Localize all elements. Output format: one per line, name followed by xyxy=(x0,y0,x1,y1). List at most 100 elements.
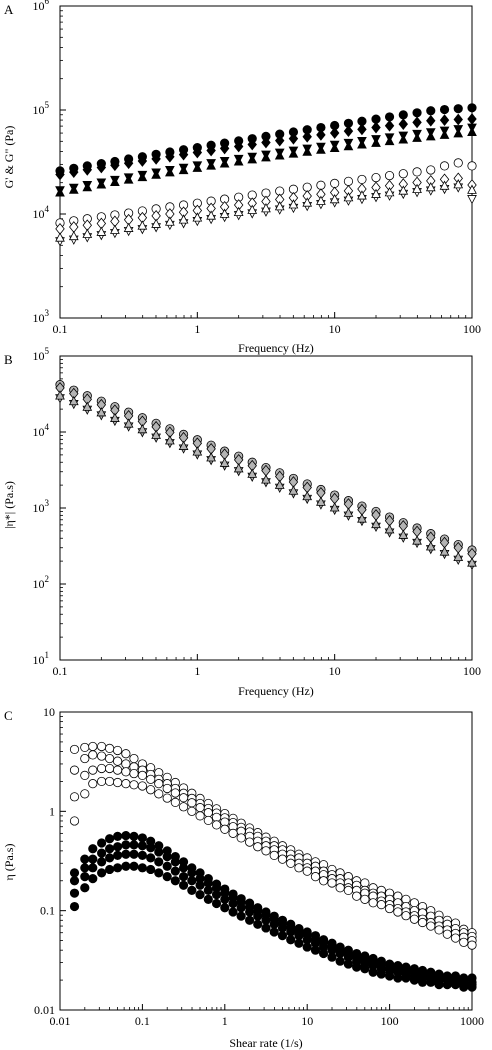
data-point xyxy=(206,452,216,462)
panel-c-y-axis-title: η (Pa.s) xyxy=(2,844,16,881)
data-point xyxy=(253,919,263,929)
data-point xyxy=(206,160,216,170)
data-point xyxy=(269,919,279,929)
data-point xyxy=(467,184,477,194)
data-point xyxy=(412,167,422,177)
data-point xyxy=(203,808,213,818)
data-point xyxy=(97,868,107,878)
data-point xyxy=(129,753,139,764)
panel-c-x-tick-label: 1000 xyxy=(460,1014,484,1028)
data-point xyxy=(69,744,80,755)
data-point xyxy=(121,767,131,777)
data-point xyxy=(162,861,172,871)
data-point xyxy=(398,118,409,130)
data-point xyxy=(206,210,216,220)
data-point xyxy=(467,113,477,125)
data-point xyxy=(453,104,463,114)
data-point xyxy=(401,911,411,921)
panel-c-y-tick-label: 0.01 xyxy=(34,1003,55,1017)
data-point xyxy=(154,847,164,857)
data-point xyxy=(343,140,354,151)
data-point xyxy=(275,134,285,147)
data-point xyxy=(277,854,288,864)
data-point xyxy=(187,798,197,808)
data-point xyxy=(277,923,288,933)
data-point xyxy=(253,842,263,852)
data-point xyxy=(384,187,395,197)
data-point xyxy=(192,212,203,222)
data-point xyxy=(417,977,428,987)
data-point xyxy=(343,125,354,138)
data-point xyxy=(434,925,444,935)
panel-b-series-4 xyxy=(55,390,477,567)
data-point xyxy=(105,864,115,875)
data-point xyxy=(192,146,203,159)
data-point xyxy=(371,137,381,147)
data-point xyxy=(112,863,123,873)
panel-b-y-tick-label: 102 xyxy=(33,574,50,591)
data-point xyxy=(384,524,395,534)
data-point xyxy=(417,917,428,928)
data-point xyxy=(112,765,123,775)
data-point xyxy=(187,868,197,878)
data-point xyxy=(439,180,450,190)
data-point xyxy=(316,496,326,506)
data-point xyxy=(261,203,271,213)
data-point xyxy=(55,390,65,400)
data-point xyxy=(69,868,80,878)
data-point xyxy=(146,864,156,875)
data-point xyxy=(302,490,313,501)
panel-a-x-tick-label: 10 xyxy=(329,322,341,336)
data-point xyxy=(137,863,147,873)
data-point xyxy=(228,898,238,909)
data-point xyxy=(96,407,107,417)
data-point xyxy=(269,850,279,861)
data-point xyxy=(269,927,279,937)
panel-b-x-axis-title: Frequency (Hz) xyxy=(238,684,314,698)
data-point xyxy=(467,557,477,567)
data-point xyxy=(384,971,395,981)
data-point xyxy=(302,866,312,876)
data-point xyxy=(187,876,197,886)
data-point xyxy=(69,816,80,826)
data-point xyxy=(195,803,205,813)
panel-letter-b: B xyxy=(4,352,13,367)
data-point xyxy=(151,169,161,179)
data-point xyxy=(439,114,450,126)
data-point xyxy=(398,110,408,120)
data-point xyxy=(110,412,120,422)
data-point xyxy=(97,776,107,787)
panel-b-x-tick-label: 100 xyxy=(463,664,481,678)
data-point xyxy=(165,435,175,445)
panel-a-x-tick-label: 100 xyxy=(463,322,481,336)
data-point xyxy=(88,863,98,873)
panel-c-y-tick-label: 0.1 xyxy=(40,904,55,918)
data-point xyxy=(459,937,469,947)
data-point xyxy=(357,513,367,523)
data-point xyxy=(467,161,477,171)
panel-a-frame xyxy=(59,5,473,319)
data-point xyxy=(121,849,131,859)
panel-c-x-tick-label: 1 xyxy=(222,1014,228,1028)
data-point xyxy=(398,169,408,179)
panel-b-y-tick-label: 103 xyxy=(33,498,50,515)
data-point xyxy=(112,831,123,841)
data-point xyxy=(69,901,80,912)
data-point xyxy=(69,792,80,802)
data-point xyxy=(211,890,222,900)
data-point xyxy=(453,179,464,189)
data-point xyxy=(288,148,299,158)
panel-letter-c: C xyxy=(4,708,13,723)
data-point xyxy=(69,166,79,178)
data-point xyxy=(137,850,147,861)
data-point xyxy=(335,948,345,959)
data-point xyxy=(434,980,444,990)
data-point xyxy=(97,741,107,752)
data-point xyxy=(357,139,367,149)
panel-a-y-tick-label: 103 xyxy=(33,308,50,325)
data-point xyxy=(236,911,246,921)
data-point xyxy=(253,911,263,921)
data-point xyxy=(412,132,422,142)
data-point xyxy=(384,119,395,132)
panel-a-series-5 xyxy=(55,158,477,228)
